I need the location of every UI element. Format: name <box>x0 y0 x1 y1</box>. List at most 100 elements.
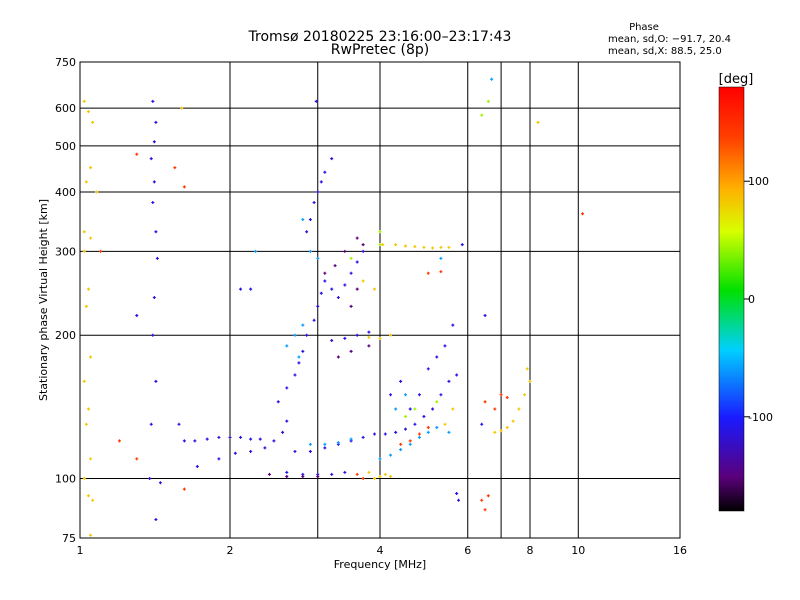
data-point <box>378 457 382 461</box>
data-point <box>403 414 407 418</box>
data-point <box>86 407 90 411</box>
data-point <box>394 407 398 411</box>
data-point <box>413 407 417 411</box>
data-point <box>349 437 353 441</box>
data-point <box>367 470 371 474</box>
data-point <box>249 287 253 291</box>
data-point <box>301 349 305 353</box>
y-tick-label: 600 <box>55 102 76 115</box>
x-tick-label: 16 <box>673 544 687 557</box>
data-point <box>314 99 318 103</box>
y-tick-label: 500 <box>55 140 76 153</box>
data-point <box>228 435 232 439</box>
data-point <box>383 472 387 476</box>
data-point <box>403 427 407 431</box>
data-point <box>258 437 262 441</box>
data-point <box>330 287 334 291</box>
data-point <box>336 441 340 445</box>
data-point <box>431 407 435 411</box>
data-point <box>403 244 407 248</box>
colorbar <box>718 86 745 512</box>
data-point <box>426 430 430 434</box>
data-point <box>182 439 186 443</box>
data-point <box>276 400 280 404</box>
data-point <box>285 344 289 348</box>
data-point <box>455 373 459 377</box>
data-point <box>323 446 327 450</box>
data-point <box>91 498 95 502</box>
data-point <box>323 442 327 446</box>
data-point <box>89 457 93 461</box>
data-point <box>399 379 403 383</box>
data-point <box>330 157 334 161</box>
data-point <box>435 355 439 359</box>
data-point <box>426 367 430 371</box>
data-point <box>378 230 382 234</box>
data-point <box>151 99 155 103</box>
data-point <box>82 99 86 103</box>
data-point <box>249 449 253 453</box>
data-point <box>443 344 447 348</box>
data-point <box>361 249 365 253</box>
data-point <box>355 472 359 476</box>
data-point <box>394 430 398 434</box>
colorbar-tick-label: 100 <box>748 175 769 188</box>
data-point <box>263 446 267 450</box>
data-point <box>499 393 503 397</box>
data-point <box>89 533 93 537</box>
data-point <box>413 422 417 426</box>
data-point <box>373 477 377 481</box>
x-tick-label: 1 <box>77 544 84 557</box>
data-point <box>493 430 497 434</box>
data-point <box>154 230 158 234</box>
x-tick-label: 10 <box>571 544 585 557</box>
data-point <box>301 218 305 222</box>
data-point <box>182 487 186 491</box>
y-tick-label: 300 <box>55 245 76 258</box>
data-point <box>505 425 509 429</box>
data-point <box>381 243 385 247</box>
data-point <box>152 180 156 184</box>
data-point <box>460 243 464 247</box>
data-point <box>447 430 451 434</box>
data-point <box>151 333 155 337</box>
data-point <box>399 442 403 446</box>
data-point <box>367 335 371 339</box>
data-point <box>426 425 430 429</box>
data-point <box>95 190 99 194</box>
data-point <box>413 245 417 249</box>
phase-title: Phase <box>629 22 659 33</box>
chart-subtitle: RwPretec (8p) <box>331 42 429 58</box>
data-point <box>82 379 86 383</box>
data-point <box>426 271 430 275</box>
colorbar-tick-label: -100 <box>748 411 773 424</box>
data-point <box>195 464 199 468</box>
x-tick-label: 4 <box>377 544 384 557</box>
data-point <box>323 279 327 283</box>
y-axis-label: Stationary phase Virtual Height [km] <box>37 199 50 401</box>
data-point <box>422 245 426 249</box>
y-tick-label: 200 <box>55 329 76 342</box>
data-point <box>439 393 443 397</box>
data-point <box>99 249 103 253</box>
data-point <box>293 449 297 453</box>
data-point <box>457 498 461 502</box>
data-point <box>293 333 297 337</box>
data-point <box>312 318 316 322</box>
data-point <box>149 422 153 426</box>
data-point <box>439 256 443 260</box>
data-point <box>180 106 184 110</box>
data-point <box>253 249 257 253</box>
data-point <box>373 432 377 436</box>
data-point <box>361 435 365 439</box>
data-point <box>308 442 312 446</box>
colorbar-ticks: 100 0 -100 <box>744 175 773 424</box>
phase-stats-x: mean, sd,X: 88.5, 25.0 <box>608 46 722 57</box>
data-point <box>355 287 359 291</box>
data-point <box>316 304 320 308</box>
data-point <box>523 393 527 397</box>
data-point <box>373 287 377 291</box>
data-point <box>417 432 421 436</box>
data-point <box>435 400 439 404</box>
data-point <box>152 140 156 144</box>
